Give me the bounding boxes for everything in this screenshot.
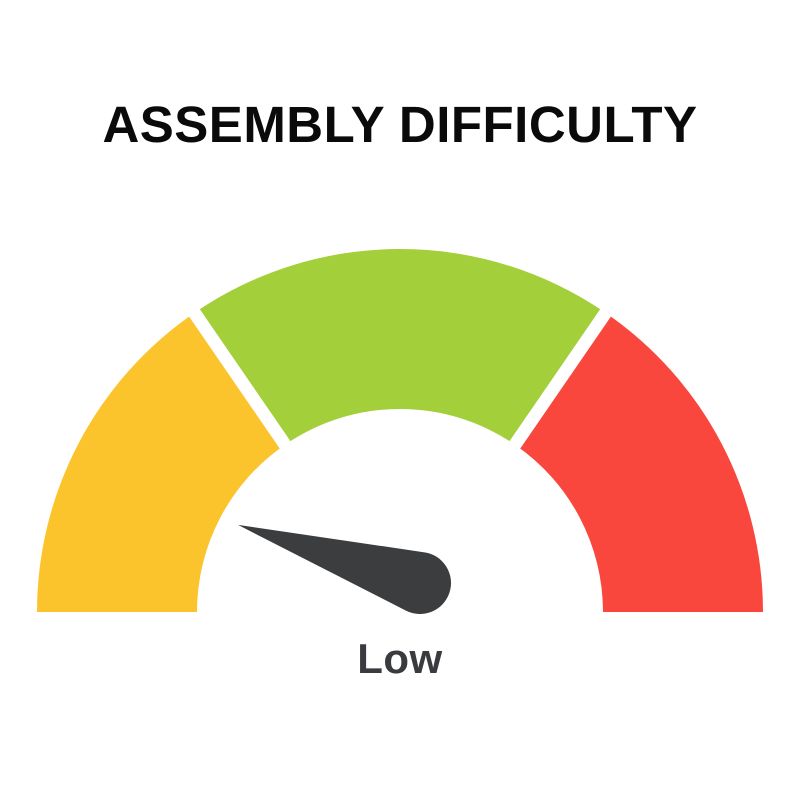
segment-divider xyxy=(502,288,626,460)
chart-title: ASSEMBLY DIFFICULTY xyxy=(102,96,698,153)
gauge-value-label: Low xyxy=(357,635,443,682)
gauge-segment-low xyxy=(37,312,286,612)
gauge-segment-high xyxy=(514,312,763,612)
segment-divider xyxy=(174,288,298,460)
gauge-segment-medium xyxy=(194,248,606,445)
gauge-needle xyxy=(238,524,452,615)
